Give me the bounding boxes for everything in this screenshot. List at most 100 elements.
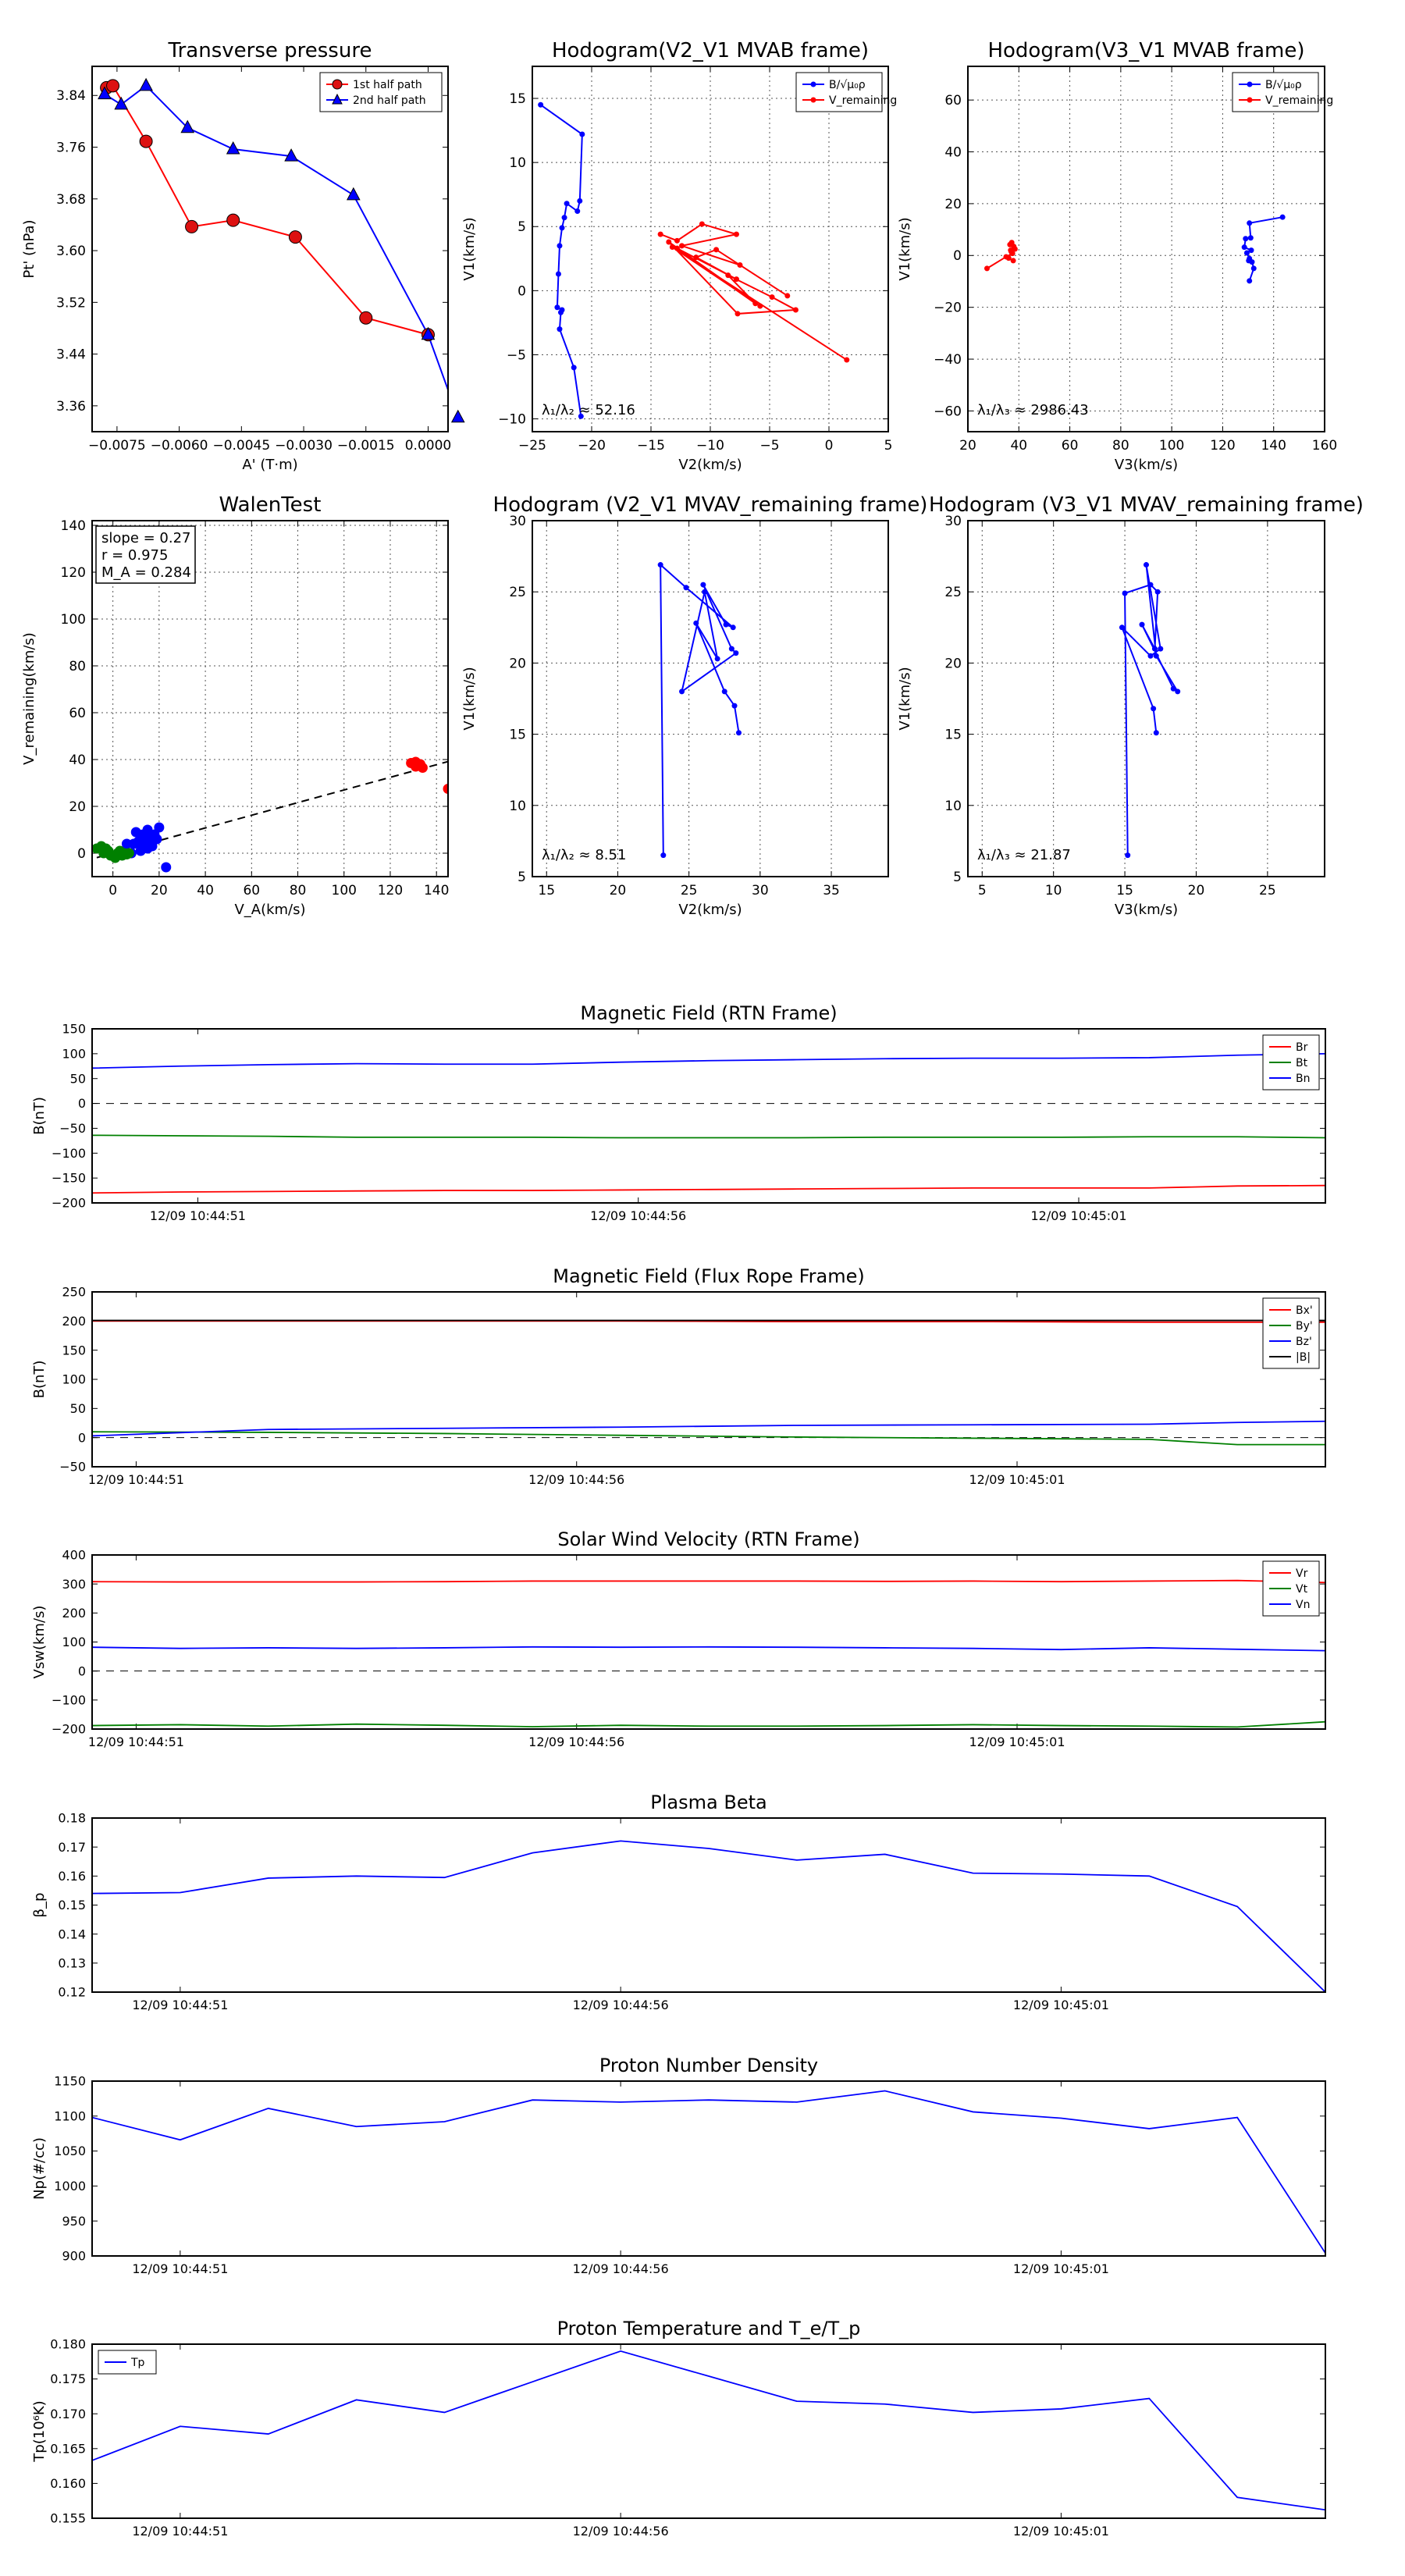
x-tick-label: 0 xyxy=(825,438,834,454)
y-tick-label: −40 xyxy=(934,352,962,368)
y-tick-label: 100 xyxy=(62,1635,86,1649)
data-point xyxy=(1243,250,1250,256)
y-tick-label: 0.160 xyxy=(50,2476,86,2491)
data-point xyxy=(1250,265,1257,272)
data-point xyxy=(128,838,139,849)
plot-area xyxy=(92,1319,1325,1446)
data-point xyxy=(288,230,302,244)
x-tick-label: 12/09 10:45:01 xyxy=(1013,2524,1109,2539)
chart-title: WalenTest xyxy=(219,493,322,517)
y-tick-label: 0 xyxy=(78,1663,86,1678)
chart-h3: Hodogram (V2_V1 MVAV_remaining frame) 5 10… xyxy=(461,493,927,918)
data-point xyxy=(669,244,675,251)
y-tick-label: 400 xyxy=(62,1548,86,1563)
x-axis-label: V_A(km/s) xyxy=(234,902,305,918)
plot-frame xyxy=(967,520,1325,877)
data-point xyxy=(185,219,199,233)
data-point xyxy=(1279,214,1286,220)
data-point xyxy=(730,624,736,631)
chart-beta: Plasma Beta 0.12 0.13 0.14 0.15 0.16 0.17 0.18 1… xyxy=(31,1791,1326,2012)
y-tick-label: 3.76 xyxy=(56,140,86,155)
y-tick-label: 0.170 xyxy=(50,2407,86,2421)
stats-line: slope = 0.27 xyxy=(101,530,191,546)
data-point xyxy=(1147,582,1154,588)
y-tick-label: −100 xyxy=(52,1692,86,1707)
data-point xyxy=(421,326,436,340)
y-tick-label: 0.13 xyxy=(58,1955,86,1970)
y-tick-label: 120 xyxy=(61,565,86,581)
series-line-Vt xyxy=(92,1720,1325,1728)
data-point xyxy=(559,225,565,231)
y-tick-label: 25 xyxy=(509,585,526,600)
y-axis-label: Pt' (nPa) xyxy=(21,219,37,278)
data-point xyxy=(1249,259,1255,265)
legend-marker xyxy=(810,81,816,87)
chart-title: Transverse pressure xyxy=(168,39,372,62)
data-point xyxy=(733,231,739,237)
data-point xyxy=(1119,624,1125,631)
y-tick-label: 0.18 xyxy=(58,1811,86,1826)
data-point xyxy=(1247,220,1253,226)
data-point xyxy=(699,221,705,227)
data-point xyxy=(792,307,799,313)
x-tick-label: 12/09 10:44:56 xyxy=(573,2524,669,2539)
data-point xyxy=(226,213,240,227)
x-tick-label: 12/09 10:44:51 xyxy=(88,1472,184,1487)
plot-area xyxy=(984,214,1286,284)
x-tick-label: 12/09 10:45:01 xyxy=(969,1735,1065,1749)
x-axis-label: V2(km/s) xyxy=(678,902,742,918)
plot-area xyxy=(538,101,850,419)
y-tick-label: 100 xyxy=(62,1046,86,1061)
stats-line: r = 0.975 xyxy=(101,547,168,564)
y-tick-label: −50 xyxy=(59,1121,86,1136)
data-point xyxy=(1247,235,1254,241)
y-tick-label: 3.60 xyxy=(56,244,86,259)
y-tick-label: 100 xyxy=(61,612,86,628)
legend-label: B/√μ₀ρ xyxy=(1265,79,1302,91)
x-tick-label: 25 xyxy=(681,883,698,898)
x-tick-label: 35 xyxy=(823,883,840,898)
y-tick-label: 20 xyxy=(509,656,526,671)
y-tick-label: 900 xyxy=(62,2249,86,2264)
data-point xyxy=(1154,589,1161,595)
y-tick-label: 0 xyxy=(518,283,526,299)
data-point xyxy=(284,148,298,162)
y-tick-label: 5 xyxy=(518,870,526,885)
x-tick-label: 12/09 10:45:01 xyxy=(969,1472,1065,1487)
legend-label: Vr xyxy=(1296,1567,1308,1580)
data-point xyxy=(660,852,667,859)
data-point xyxy=(1147,653,1154,659)
data-point xyxy=(657,562,663,568)
x-tick-label: 120 xyxy=(378,883,403,898)
x-tick-label: 20 xyxy=(1188,883,1205,898)
series-line-Vr xyxy=(92,1579,1325,1584)
y-tick-label: 0.180 xyxy=(50,2337,86,2352)
data-point xyxy=(714,656,720,662)
data-point xyxy=(733,276,739,283)
y-axis-label: V1(km/s) xyxy=(897,667,913,730)
x-axis-label: A' (T·m) xyxy=(242,457,297,473)
y-axis-label: V_remaining(km/s) xyxy=(21,632,37,765)
data-point xyxy=(359,311,373,325)
x-tick-label: 40 xyxy=(197,883,214,898)
y-tick-label: −10 xyxy=(498,412,526,428)
x-tick-label: 0 xyxy=(108,883,117,898)
data-point xyxy=(571,365,577,371)
series-line-Vremaining xyxy=(660,222,848,361)
data-point xyxy=(693,254,699,261)
y-tick-label: 50 xyxy=(70,1401,86,1416)
chart-walen: WalenTest 0 20 40 60 80 100 120 140 0 20 40 60 80 100 1… xyxy=(21,493,449,918)
y-tick-label: 0.165 xyxy=(50,2441,86,2456)
data-point xyxy=(557,309,564,315)
y-tick-label: 150 xyxy=(62,1343,86,1357)
y-tick-label: 15 xyxy=(944,728,962,743)
series-line-1sthalfpath xyxy=(106,84,429,336)
plot-frame xyxy=(532,66,889,432)
y-tick-label: 3.68 xyxy=(56,192,86,208)
data-point xyxy=(725,272,731,279)
x-tick-label: 12/09 10:45:01 xyxy=(1013,2261,1109,2276)
legend-label: Bn xyxy=(1296,1073,1310,1085)
data-point xyxy=(731,703,738,709)
x-tick-label: 30 xyxy=(752,883,769,898)
x-tick-label: 0.0000 xyxy=(405,438,451,454)
